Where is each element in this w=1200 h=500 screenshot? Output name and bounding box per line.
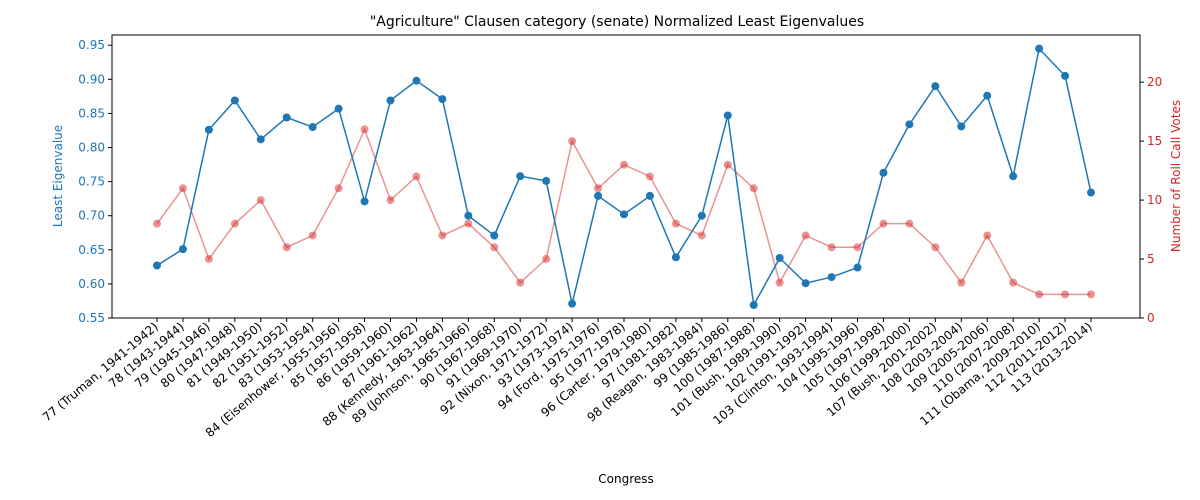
roll-call-votes-point — [749, 184, 758, 193]
y-left-tick-label: 0.60 — [78, 277, 105, 291]
least-eigenvalue-point — [1087, 188, 1095, 197]
least-eigenvalue-point — [334, 104, 343, 113]
roll-call-votes-point — [671, 219, 680, 228]
least-eigenvalue-point — [853, 263, 862, 272]
roll-call-votes-point — [1009, 278, 1018, 287]
y-axis-right-ticks: 0 5 10 15 20 — [1140, 75, 1162, 325]
least-eigenvalue-point — [723, 111, 732, 120]
least-eigenvalue-point — [905, 120, 914, 129]
roll-call-votes-point — [879, 219, 888, 228]
roll-call-votes-point — [827, 243, 836, 252]
least-eigenvalue-point — [204, 125, 213, 134]
roll-call-votes-point — [204, 255, 213, 264]
least-eigenvalue-point — [256, 135, 265, 144]
roll-call-votes-point — [386, 196, 395, 205]
roll-call-votes-point — [957, 278, 966, 287]
least-eigenvalue-point — [490, 231, 499, 240]
least-eigenvalue-point — [749, 301, 758, 310]
roll-call-votes-point — [153, 219, 161, 228]
roll-call-votes-point — [594, 184, 603, 193]
least-eigenvalue-point — [801, 279, 810, 288]
roll-call-votes-point — [438, 231, 447, 240]
roll-call-votes-point — [568, 137, 577, 146]
least-eigenvalue-point — [438, 95, 447, 104]
y-left-tick-label: 0.75 — [78, 175, 105, 189]
least-eigenvalue-point — [671, 253, 680, 262]
least-eigenvalue-point — [983, 91, 992, 100]
y-right-tick-label: 15 — [1147, 134, 1162, 148]
roll-call-votes-point — [1061, 290, 1070, 299]
roll-call-votes-point — [1035, 290, 1044, 299]
y-right-tick-label: 20 — [1147, 75, 1162, 89]
least-eigenvalue-point — [360, 197, 369, 206]
x-axis-label: Congress — [598, 472, 654, 486]
roll-call-votes-point — [931, 243, 940, 252]
least-eigenvalue-point — [386, 96, 395, 105]
roll-call-votes-point — [256, 196, 265, 205]
roll-call-votes-point — [853, 243, 862, 252]
roll-call-votes-point — [490, 243, 499, 252]
least-eigenvalue-point — [697, 211, 706, 220]
least-eigenvalue-point — [1035, 44, 1044, 53]
y-axis-left-label: Least Eigenvalue — [51, 125, 65, 227]
y-right-tick-label: 10 — [1147, 193, 1162, 207]
y-left-tick-label: 0.70 — [78, 209, 105, 223]
y-left-tick-label: 0.90 — [78, 72, 105, 86]
least-eigenvalue-point — [153, 261, 161, 270]
least-eigenvalue-point — [1009, 172, 1018, 181]
least-eigenvalue-point — [931, 82, 940, 91]
least-eigenvalue-point — [620, 210, 628, 219]
plot-frame — [111, 34, 1141, 319]
y-right-tick-label: 0 — [1147, 311, 1155, 325]
y-axis-left-ticks: 0.55 0.60 0.65 0.70 0.75 0.80 0.85 0.90 0.95 — [78, 38, 112, 325]
roll-call-votes-point — [412, 172, 421, 181]
roll-call-votes-point — [542, 255, 551, 264]
y-left-tick-label: 0.65 — [78, 243, 105, 257]
roll-call-votes-point — [178, 184, 187, 193]
roll-call-votes-point — [282, 243, 291, 252]
least-eigenvalue-point — [568, 299, 577, 308]
roll-call-votes-point — [308, 231, 317, 240]
y-right-tick-label: 5 — [1147, 252, 1155, 266]
roll-call-votes-point — [983, 231, 992, 240]
least-eigenvalue-point — [282, 113, 291, 122]
least-eigenvalue-point — [542, 176, 551, 185]
roll-call-votes-point — [775, 278, 784, 287]
least-eigenvalue-point — [464, 211, 473, 220]
y-left-tick-label: 0.55 — [78, 311, 105, 325]
roll-call-votes-point — [697, 231, 706, 240]
least-eigenvalue-point — [594, 191, 603, 200]
roll-call-votes-point — [1087, 290, 1095, 299]
least-eigenvalue-point — [775, 253, 784, 262]
y-left-tick-label: 0.80 — [78, 141, 105, 155]
roll-call-votes-point — [334, 184, 343, 193]
least-eigenvalue-series — [153, 44, 1095, 310]
roll-call-votes-point — [723, 160, 732, 169]
y-left-tick-label: 0.85 — [78, 106, 105, 120]
roll-call-votes-point — [801, 231, 810, 240]
least-eigenvalue-point — [957, 122, 966, 131]
roll-call-votes-series — [153, 125, 1095, 299]
y-left-tick-label: 0.95 — [78, 38, 105, 52]
roll-call-votes-point — [905, 219, 914, 228]
least-eigenvalue-point — [516, 172, 525, 181]
least-eigenvalue-point — [308, 123, 317, 132]
least-eigenvalue-point — [879, 168, 888, 177]
roll-call-votes-point — [516, 278, 525, 287]
y-axis-right-label: Number of Roll Call Votes — [1169, 100, 1183, 252]
roll-call-votes-point — [360, 125, 369, 134]
roll-call-votes-point — [464, 219, 473, 228]
chart-title: "Agriculture" Clausen category (senate) … — [370, 14, 864, 30]
least-eigenvalue-point — [412, 76, 421, 85]
least-eigenvalue-point — [230, 96, 239, 105]
least-eigenvalue-point — [1061, 71, 1070, 80]
least-eigenvalue-point — [178, 245, 187, 254]
least-eigenvalue-point — [645, 191, 654, 200]
least-eigenvalue-point — [827, 273, 836, 282]
roll-call-votes-point — [230, 219, 239, 228]
roll-call-votes-point — [620, 160, 628, 169]
roll-call-votes-point — [645, 172, 654, 181]
